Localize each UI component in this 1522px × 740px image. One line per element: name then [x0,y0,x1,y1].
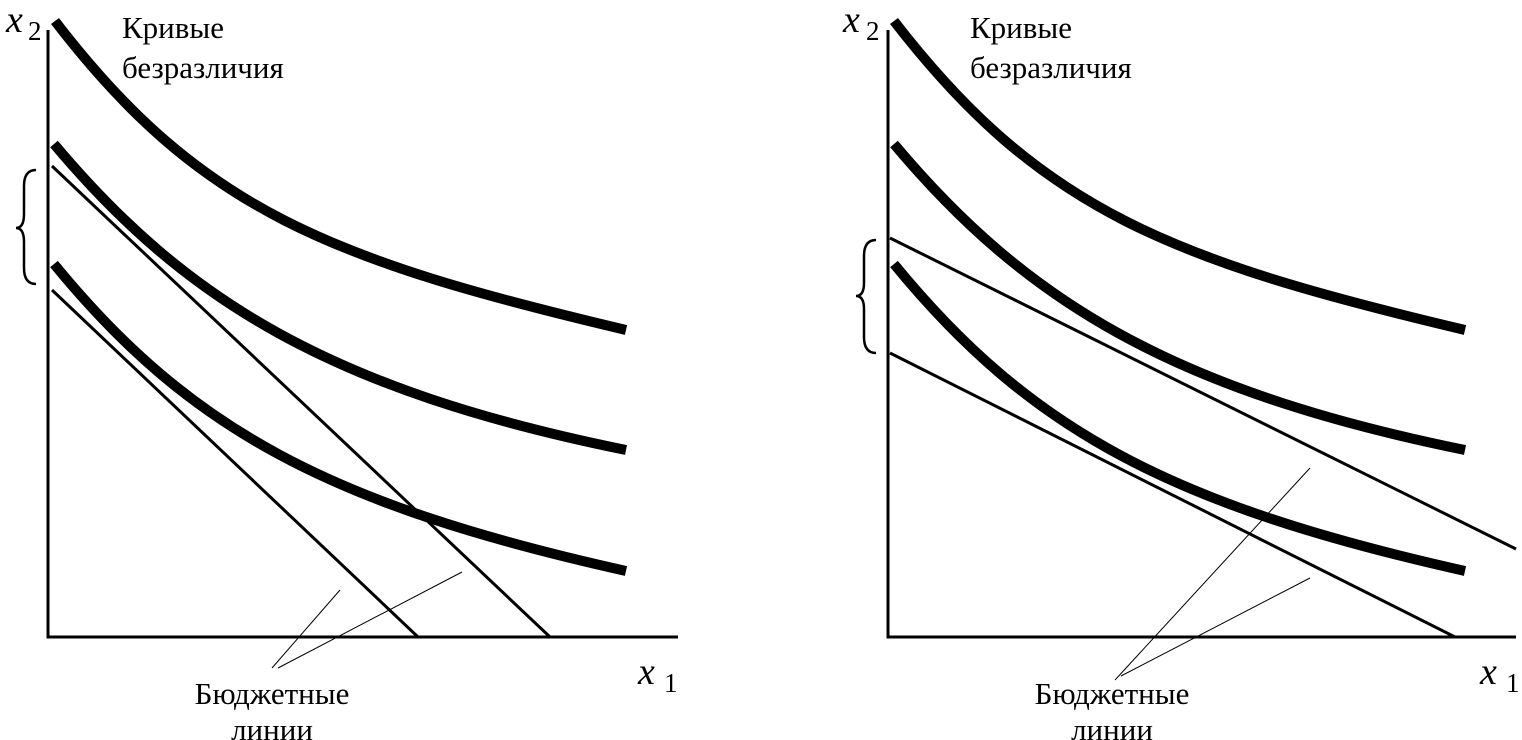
right-curves-label-line1: Кривые [970,10,1072,45]
right-indifference-curve-mid [890,140,1466,455]
left-y-brace [15,168,37,286]
left-pointer-1 [271,589,341,669]
left-budget-line-lower [50,288,420,639]
left-x-axis-var: x [637,651,655,693]
right-indifference-curve-low [890,260,1467,576]
left-y-axis-sub: 2 [28,16,42,46]
right-budget-line-lower [889,351,1456,639]
right-x-axis-sub: 1 [1506,668,1520,698]
left-y-axis-var: x [5,0,23,41]
right-budget-label-line1: Бюджетные [1035,676,1190,711]
left-budget-label-line2: линии [231,712,313,740]
right-indifference-curve-high [890,17,1467,335]
left-curves-label-line2: безразличия [122,50,284,85]
left-axes [46,30,678,639]
right-axes [886,30,1516,639]
left-budget-label-line1: Бюджетные [195,676,350,711]
left-indifference-curve-high [51,17,628,335]
right-budget-label-line2: линии [1071,712,1153,740]
right-y-axis-sub: 2 [866,16,880,46]
right-y-brace [855,238,877,355]
right-curves-label-line2: безразличия [970,50,1132,85]
right-budget-line-upper [889,236,1517,551]
left-curves-label-line1: Кривые [122,10,224,45]
left-pointer-2 [277,571,463,669]
right-pointer-1 [1114,467,1311,681]
left-x-axis-sub: 1 [664,668,678,698]
right-y-axis-var: x [842,0,860,41]
left-panel: x 2 x 1 Кривые безразличия Бюджетные лин… [5,0,678,740]
left-indifference-curve-low [50,260,628,576]
right-pointer-2 [1120,577,1311,677]
left-budget-line-upper [50,164,552,639]
right-x-axis-var: x [1479,651,1497,693]
right-panel: x 2 x 1 Кривые безразличия Бюджетные лин… [842,0,1520,740]
left-indifference-curve-mid [50,140,627,455]
